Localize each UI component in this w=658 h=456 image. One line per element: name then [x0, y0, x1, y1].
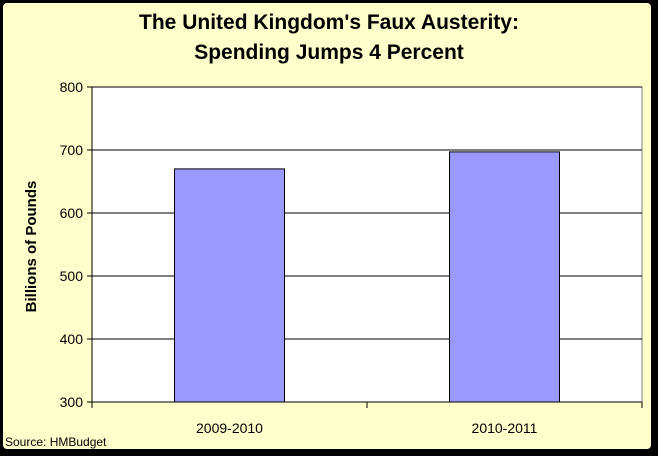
- y-tick-label: 300: [60, 394, 84, 410]
- bars: [174, 151, 560, 403]
- axes: [87, 86, 643, 408]
- y-tick-label: 500: [60, 268, 84, 284]
- chart-title-line-1: The United Kingdom's Faux Austerity:: [139, 11, 519, 34]
- y-tick-label: 400: [60, 331, 84, 347]
- source-note: Source: HMBudget: [5, 435, 107, 449]
- x-tick-label: 2009-2010: [196, 420, 263, 436]
- y-tick-label: 800: [60, 79, 84, 95]
- bar-2009-2010: [174, 168, 285, 403]
- y-tick-labels: 300 400 500 600 700 800: [60, 79, 84, 410]
- y-tick-label: 700: [60, 142, 84, 158]
- chart-title: The United Kingdom's Faux Austerity: Spe…: [0, 8, 658, 68]
- x-tick-label: 2010-2011: [472, 420, 538, 436]
- bar-2010-2011: [449, 151, 560, 403]
- chart-title-line-2: Spending Jumps 4 Percent: [194, 41, 464, 64]
- y-tick-label: 600: [60, 205, 84, 221]
- y-axis-label: Billions of Pounds: [23, 181, 40, 313]
- x-tick-labels: 2009-2010 2010-2011: [196, 420, 538, 436]
